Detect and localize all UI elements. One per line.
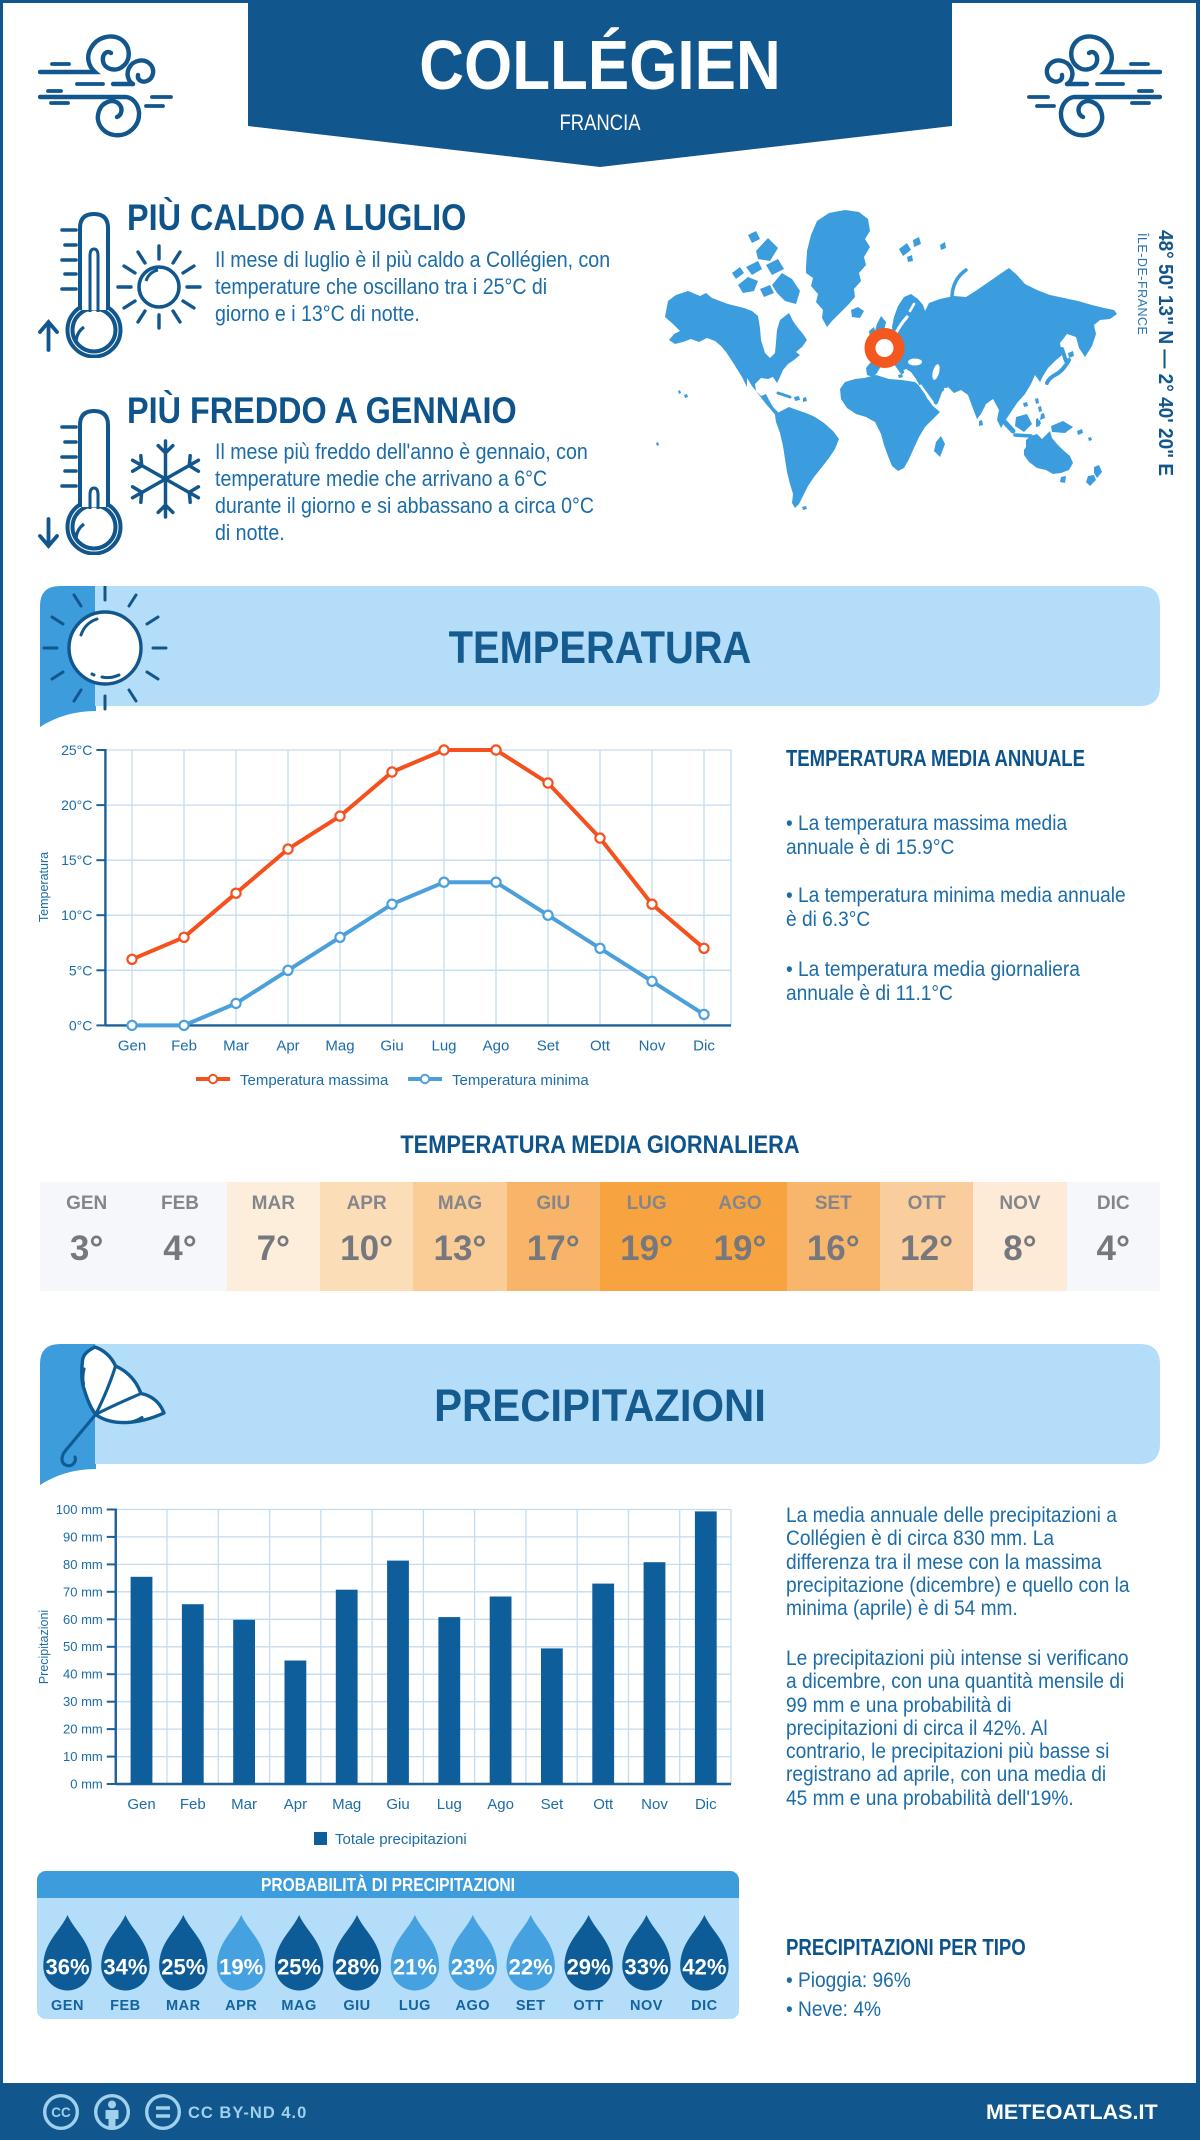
svg-text:15°C: 15°C [61, 852, 92, 868]
svg-text:FEB: FEB [110, 1998, 140, 2014]
svg-text:Nov: Nov [639, 1037, 666, 1054]
svg-text:Set: Set [541, 1796, 564, 1813]
svg-text:20 mm: 20 mm [63, 1722, 103, 1737]
svg-text:25%: 25% [277, 1955, 321, 1980]
svg-text:25°C: 25°C [61, 742, 92, 758]
svg-text:21%: 21% [393, 1955, 437, 1980]
svg-text:10 mm: 10 mm [63, 1749, 103, 1764]
svg-text:Mag: Mag [332, 1796, 361, 1813]
svg-text:22%: 22% [509, 1955, 553, 1980]
svg-text:GEN: GEN [51, 1998, 84, 2014]
svg-text:30 mm: 30 mm [63, 1694, 103, 1709]
svg-text:Lug: Lug [431, 1037, 456, 1054]
svg-text:80 mm: 80 mm [63, 1557, 103, 1572]
svg-text:CC BY-ND 4.0: CC BY-ND 4.0 [188, 2104, 307, 2122]
svg-text:Ago: Ago [483, 1037, 510, 1054]
svg-text:Mar: Mar [231, 1796, 257, 1813]
svg-text:Giu: Giu [380, 1037, 403, 1054]
svg-text:Set: Set [537, 1037, 560, 1054]
svg-text:Nov: Nov [641, 1796, 668, 1813]
svg-text:Feb: Feb [180, 1796, 206, 1813]
svg-text:GIU: GIU [343, 1998, 370, 2014]
svg-text:Lug: Lug [437, 1796, 462, 1813]
svg-text:33%: 33% [624, 1955, 668, 1980]
svg-text:5°C: 5°C [69, 962, 93, 978]
svg-text:Gen: Gen [127, 1796, 155, 1813]
svg-text:APR: APR [225, 1998, 257, 2014]
svg-text:29%: 29% [567, 1955, 611, 1980]
svg-text:Mag: Mag [325, 1037, 354, 1054]
svg-text:Mar: Mar [223, 1037, 249, 1054]
svg-text:10°C: 10°C [61, 907, 92, 923]
svg-text:Gen: Gen [118, 1037, 146, 1054]
svg-text:Ago: Ago [487, 1796, 514, 1813]
svg-text:40 mm: 40 mm [63, 1667, 103, 1682]
svg-text:42%: 42% [682, 1955, 726, 1980]
svg-text:MAR: MAR [166, 1998, 201, 2014]
svg-text:Ott: Ott [590, 1037, 611, 1054]
svg-text:DIC: DIC [691, 1998, 718, 2014]
svg-text:0 mm: 0 mm [70, 1777, 103, 1792]
svg-text:50 mm: 50 mm [63, 1639, 103, 1654]
svg-text:Temperatura: Temperatura [37, 852, 51, 922]
svg-text:AGO: AGO [456, 1998, 491, 2014]
svg-text:LUG: LUG [399, 1998, 431, 2014]
svg-text:Feb: Feb [171, 1037, 197, 1054]
svg-text:SET: SET [516, 1998, 546, 2014]
svg-text:Ott: Ott [593, 1796, 614, 1813]
svg-text:Temperatura minima: Temperatura minima [452, 1072, 589, 1089]
svg-text:Giu: Giu [386, 1796, 409, 1813]
svg-text:Apr: Apr [284, 1796, 307, 1813]
svg-text:Temperatura massima: Temperatura massima [240, 1072, 389, 1089]
svg-text:0°C: 0°C [69, 1017, 93, 1033]
svg-text:CC: CC [51, 2105, 71, 2120]
svg-text:OTT: OTT [573, 1998, 604, 2014]
svg-text:Dic: Dic [693, 1037, 715, 1054]
svg-text:Totale precipitazioni: Totale precipitazioni [335, 1831, 467, 1848]
svg-text:NOV: NOV [630, 1998, 663, 2014]
svg-text:MAG: MAG [281, 1998, 316, 2014]
svg-text:28%: 28% [335, 1955, 379, 1980]
svg-text:70 mm: 70 mm [63, 1584, 103, 1599]
svg-text:19%: 19% [219, 1955, 263, 1980]
svg-text:25%: 25% [161, 1955, 205, 1980]
svg-text:36%: 36% [45, 1955, 89, 1980]
svg-text:100 mm: 100 mm [56, 1502, 103, 1517]
svg-text:Dic: Dic [695, 1796, 717, 1813]
svg-text:23%: 23% [451, 1955, 495, 1980]
svg-text:34%: 34% [103, 1955, 147, 1980]
svg-text:20°C: 20°C [61, 797, 92, 813]
svg-text:Apr: Apr [276, 1037, 299, 1054]
svg-text:90 mm: 90 mm [63, 1529, 103, 1544]
svg-text:60 mm: 60 mm [63, 1612, 103, 1627]
svg-text:Precipitazioni: Precipitazioni [37, 1610, 51, 1684]
